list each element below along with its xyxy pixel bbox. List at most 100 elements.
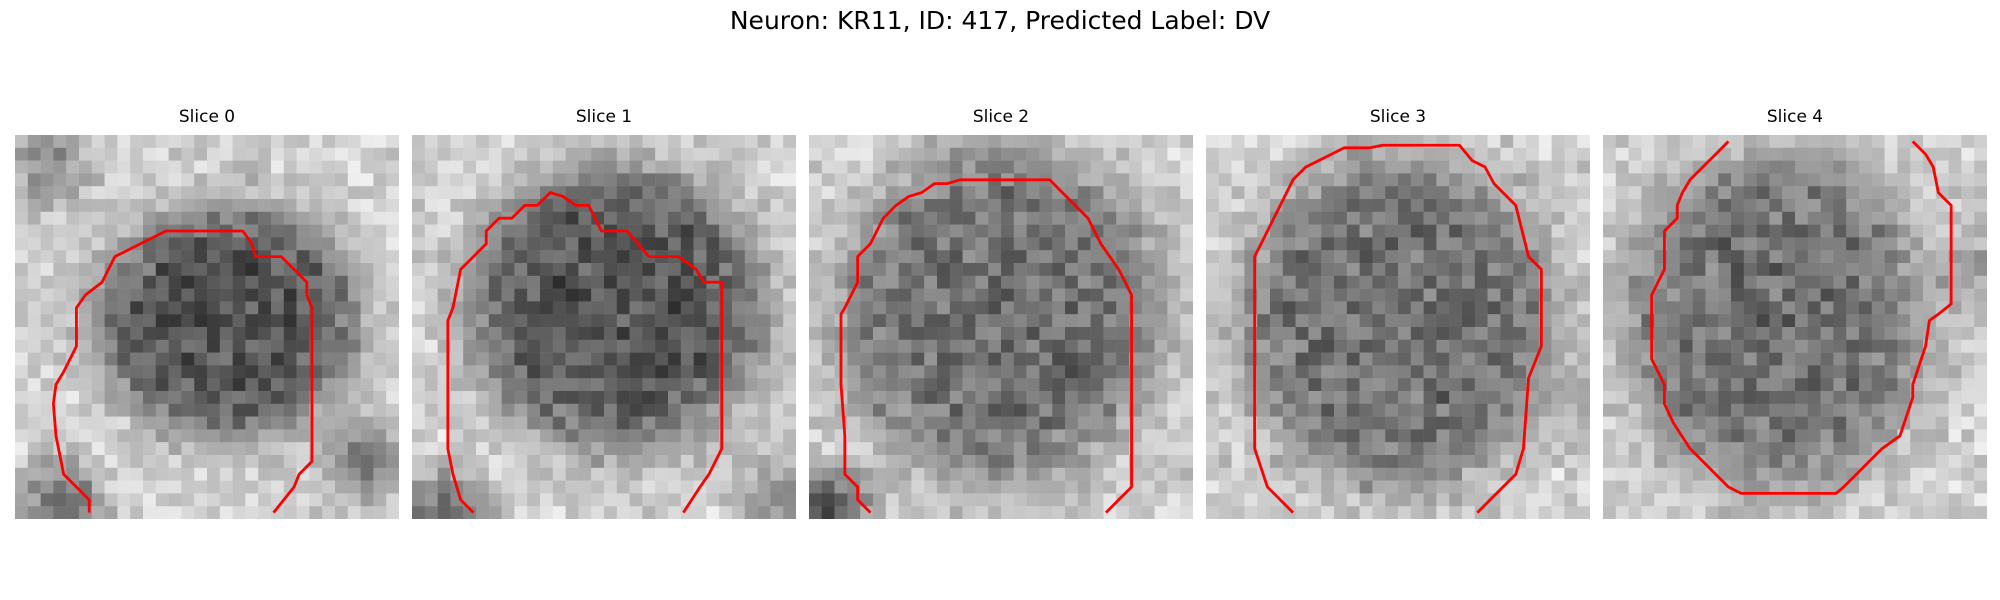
image-pixel — [1090, 135, 1104, 149]
image-pixel — [40, 416, 54, 430]
image-pixel — [1577, 186, 1590, 200]
image-pixel — [885, 173, 899, 187]
image-pixel — [1564, 403, 1578, 417]
image-pixel — [949, 147, 963, 161]
image-pixel — [1718, 327, 1732, 341]
image-pixel — [962, 391, 976, 405]
image-pixel — [194, 186, 208, 200]
image-pixel — [476, 506, 490, 519]
image-pixel — [1884, 455, 1898, 469]
image-pixel — [1359, 186, 1373, 200]
image-pixel — [1052, 467, 1066, 481]
image-pixel — [540, 301, 554, 315]
image-pixel — [1795, 442, 1809, 456]
image-pixel — [1820, 301, 1834, 315]
image-pixel — [219, 378, 233, 392]
image-pixel — [258, 263, 272, 277]
image-pixel — [1910, 493, 1924, 507]
image-pixel — [1321, 173, 1335, 187]
image-pixel — [1001, 147, 1015, 161]
image-pixel — [1077, 224, 1091, 238]
image-pixel — [1884, 416, 1898, 430]
image-pixel — [527, 493, 541, 507]
image-pixel — [168, 135, 182, 149]
image-pixel — [1923, 237, 1937, 251]
image-pixel — [1308, 250, 1322, 264]
image-pixel — [27, 339, 41, 353]
image-pixel — [1859, 442, 1873, 456]
image-pixel — [1282, 250, 1296, 264]
image-pixel — [911, 173, 925, 187]
image-pixel — [322, 224, 336, 238]
image-pixel — [1705, 186, 1719, 200]
image-pixel — [1346, 467, 1360, 481]
image-pixel — [949, 288, 963, 302]
image-pixel — [66, 173, 80, 187]
image-pixel — [1833, 224, 1847, 238]
image-pixel — [604, 147, 618, 161]
image-pixel — [1359, 442, 1373, 456]
image-pixel — [1026, 160, 1040, 174]
image-pixel — [1257, 199, 1271, 213]
image-pixel — [540, 506, 554, 519]
image-pixel — [1090, 493, 1104, 507]
image-pixel — [1769, 301, 1783, 315]
image-pixel — [1871, 211, 1885, 225]
image-pixel — [1065, 378, 1079, 392]
image-pixel — [1807, 211, 1821, 225]
image-pixel — [668, 186, 682, 200]
image-pixel — [437, 467, 451, 481]
image-pixel — [514, 339, 528, 353]
image-pixel — [1538, 455, 1552, 469]
image-pixel — [1833, 429, 1847, 443]
image-pixel — [514, 199, 528, 213]
image-pixel — [1692, 480, 1706, 494]
image-pixel — [501, 378, 515, 392]
image-pixel — [347, 135, 361, 149]
image-pixel — [1487, 275, 1501, 289]
image-pixel — [1897, 250, 1911, 264]
image-pixel — [706, 199, 720, 213]
image-pixel — [552, 275, 566, 289]
image-pixel — [514, 135, 528, 149]
image-pixel — [655, 327, 669, 341]
image-pixel — [1141, 403, 1155, 417]
image-pixel — [40, 186, 54, 200]
image-pixel — [604, 339, 618, 353]
image-pixel — [207, 275, 221, 289]
image-pixel — [1756, 506, 1770, 519]
image-pixel — [1334, 391, 1348, 405]
image-pixel — [1731, 416, 1745, 430]
image-pixel — [719, 147, 733, 161]
image-pixel — [1871, 403, 1885, 417]
image-pixel — [207, 378, 221, 392]
image-pixel — [335, 186, 349, 200]
image-pixel — [552, 403, 566, 417]
image-pixel — [1769, 327, 1783, 341]
image-pixel — [834, 211, 848, 225]
image-pixel — [1039, 391, 1053, 405]
image-pixel — [1154, 493, 1168, 507]
image-pixel — [386, 493, 399, 507]
image-pixel — [1385, 288, 1399, 302]
image-pixel — [424, 365, 438, 379]
image-pixel — [1398, 327, 1412, 341]
image-pixel — [540, 352, 554, 366]
image-pixel — [1065, 224, 1079, 238]
image-pixel — [1141, 173, 1155, 187]
image-pixel — [783, 199, 796, 213]
image-pixel — [1321, 275, 1335, 289]
slice-panel-1: Slice 1 — [412, 107, 796, 525]
image-pixel — [1692, 263, 1706, 277]
image-pixel — [1731, 160, 1745, 174]
image-pixel — [15, 288, 29, 302]
image-pixel — [1065, 467, 1079, 481]
image-pixel — [1206, 365, 1220, 379]
image-pixel — [1743, 391, 1757, 405]
image-pixel — [322, 493, 336, 507]
image-pixel — [1795, 211, 1809, 225]
image-pixel — [1026, 250, 1040, 264]
image-pixel — [245, 327, 259, 341]
image-pixel — [476, 275, 490, 289]
image-pixel — [898, 429, 912, 443]
